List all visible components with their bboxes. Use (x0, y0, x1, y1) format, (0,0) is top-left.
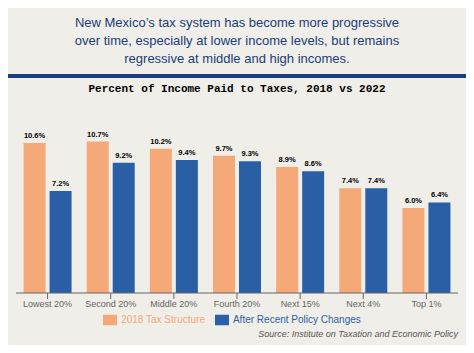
svg-text:9.3%: 9.3% (241, 149, 258, 158)
svg-text:Second 20%: Second 20% (85, 299, 136, 309)
svg-text:Next 4%: Next 4% (346, 299, 380, 309)
html-text:New Mexico’s tax system has be: New Mexico’s tax system has become more … (74, 15, 400, 30)
svg-text:8.6%: 8.6% (305, 159, 322, 168)
svg-text:10.7%: 10.7% (87, 130, 109, 139)
svg-text:Lowest 20%: Lowest 20% (23, 299, 72, 309)
svg-text:9.7%: 9.7% (215, 144, 232, 153)
html-text:Source: Institute on Taxation: Source: Institute on Taxation and Econom… (258, 329, 458, 339)
svg-text:Next 15%: Next 15% (281, 299, 320, 309)
svg-text:Top 1%: Top 1% (411, 299, 441, 309)
html-text:regressive at middle and high: regressive at middle and high incomes. (124, 51, 350, 66)
svg-text:Middle 20%: Middle 20% (150, 299, 197, 309)
html-text:2018 Tax Structure: 2018 Tax Structure (121, 313, 205, 325)
svg-text:Fourth 20%: Fourth 20% (214, 299, 261, 309)
svg-text:6.0%: 6.0% (405, 196, 422, 205)
html-text:Percent of Income Paid to Taxe: Percent of Income Paid to Taxes, 2018 vs… (88, 83, 386, 95)
svg-text:7.4%: 7.4% (368, 176, 385, 185)
svg-text:9.2%: 9.2% (115, 151, 132, 160)
svg-text:7.2%: 7.2% (52, 179, 69, 188)
svg-text:10.6%: 10.6% (24, 131, 46, 140)
html-text:over time, especially at lower: over time, especially at lower income le… (74, 33, 400, 48)
svg-text:6.4%: 6.4% (431, 190, 448, 199)
svg-text:8.9%: 8.9% (279, 155, 296, 164)
svg-text:10.2%: 10.2% (150, 137, 172, 146)
svg-text:7.4%: 7.4% (342, 176, 359, 185)
html-text:After Recent Policy Changes: After Recent Policy Changes (233, 313, 361, 325)
svg-text:9.4%: 9.4% (178, 148, 195, 157)
